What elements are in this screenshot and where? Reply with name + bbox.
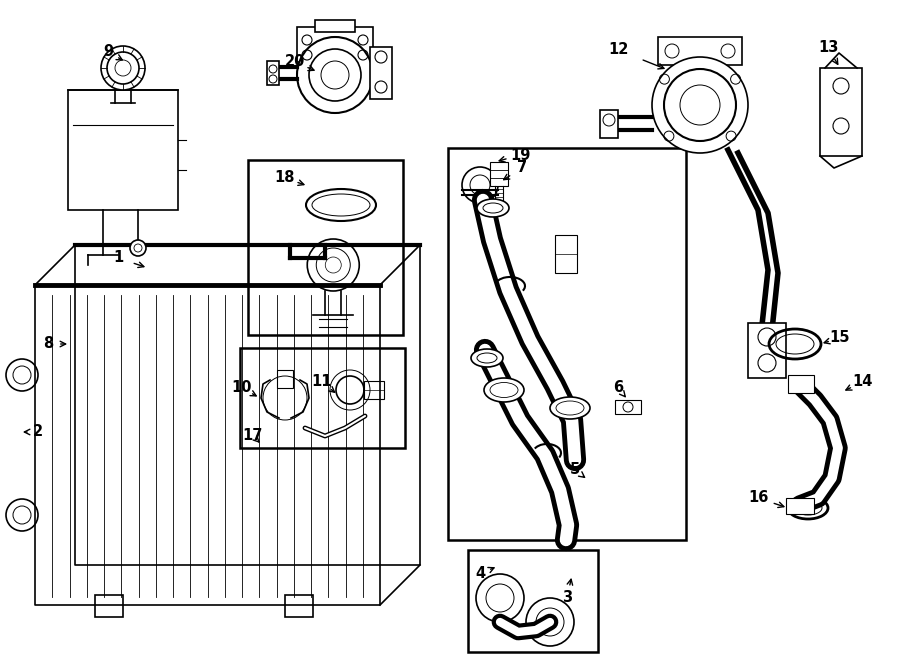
Text: 18: 18 xyxy=(274,171,295,186)
Ellipse shape xyxy=(484,378,524,402)
Text: 19: 19 xyxy=(509,147,530,163)
Text: 5: 5 xyxy=(570,463,580,477)
Bar xyxy=(600,110,618,138)
Bar xyxy=(468,550,598,652)
Bar xyxy=(364,381,384,399)
Circle shape xyxy=(462,167,498,203)
Ellipse shape xyxy=(471,349,503,367)
Bar xyxy=(748,323,786,378)
Bar xyxy=(490,162,508,186)
Bar xyxy=(448,148,686,540)
Text: 9: 9 xyxy=(103,44,113,59)
Text: 12: 12 xyxy=(608,42,628,58)
Bar xyxy=(267,61,279,85)
Text: 2: 2 xyxy=(33,424,43,440)
Text: 14: 14 xyxy=(851,375,872,389)
Bar xyxy=(68,90,178,210)
Text: 13: 13 xyxy=(818,40,838,56)
Bar xyxy=(315,20,355,32)
Bar xyxy=(788,375,814,393)
Bar xyxy=(658,37,742,65)
Circle shape xyxy=(526,598,574,646)
Circle shape xyxy=(476,574,524,622)
Text: 1: 1 xyxy=(112,251,123,266)
Bar xyxy=(285,595,313,617)
Text: 8: 8 xyxy=(43,336,53,352)
Bar xyxy=(297,27,373,62)
Bar xyxy=(615,400,641,414)
Text: 16: 16 xyxy=(748,490,769,506)
Circle shape xyxy=(101,46,145,90)
Ellipse shape xyxy=(550,397,590,419)
Text: 11: 11 xyxy=(311,375,332,389)
Text: 15: 15 xyxy=(830,330,850,346)
Circle shape xyxy=(130,240,146,256)
Bar xyxy=(370,47,392,99)
Text: 6: 6 xyxy=(613,381,623,395)
Bar xyxy=(555,235,577,273)
Text: 3: 3 xyxy=(562,590,572,605)
Circle shape xyxy=(652,57,748,153)
Bar xyxy=(248,160,403,335)
Bar xyxy=(820,68,862,156)
Text: 20: 20 xyxy=(284,54,305,69)
Bar xyxy=(95,595,123,617)
Bar xyxy=(277,370,293,388)
Bar xyxy=(786,498,814,514)
Text: 7: 7 xyxy=(517,161,527,176)
Circle shape xyxy=(297,37,373,113)
Text: 4: 4 xyxy=(475,566,485,582)
Bar xyxy=(240,348,405,448)
Text: 10: 10 xyxy=(232,381,252,395)
Ellipse shape xyxy=(477,199,509,217)
Text: 17: 17 xyxy=(242,428,262,442)
